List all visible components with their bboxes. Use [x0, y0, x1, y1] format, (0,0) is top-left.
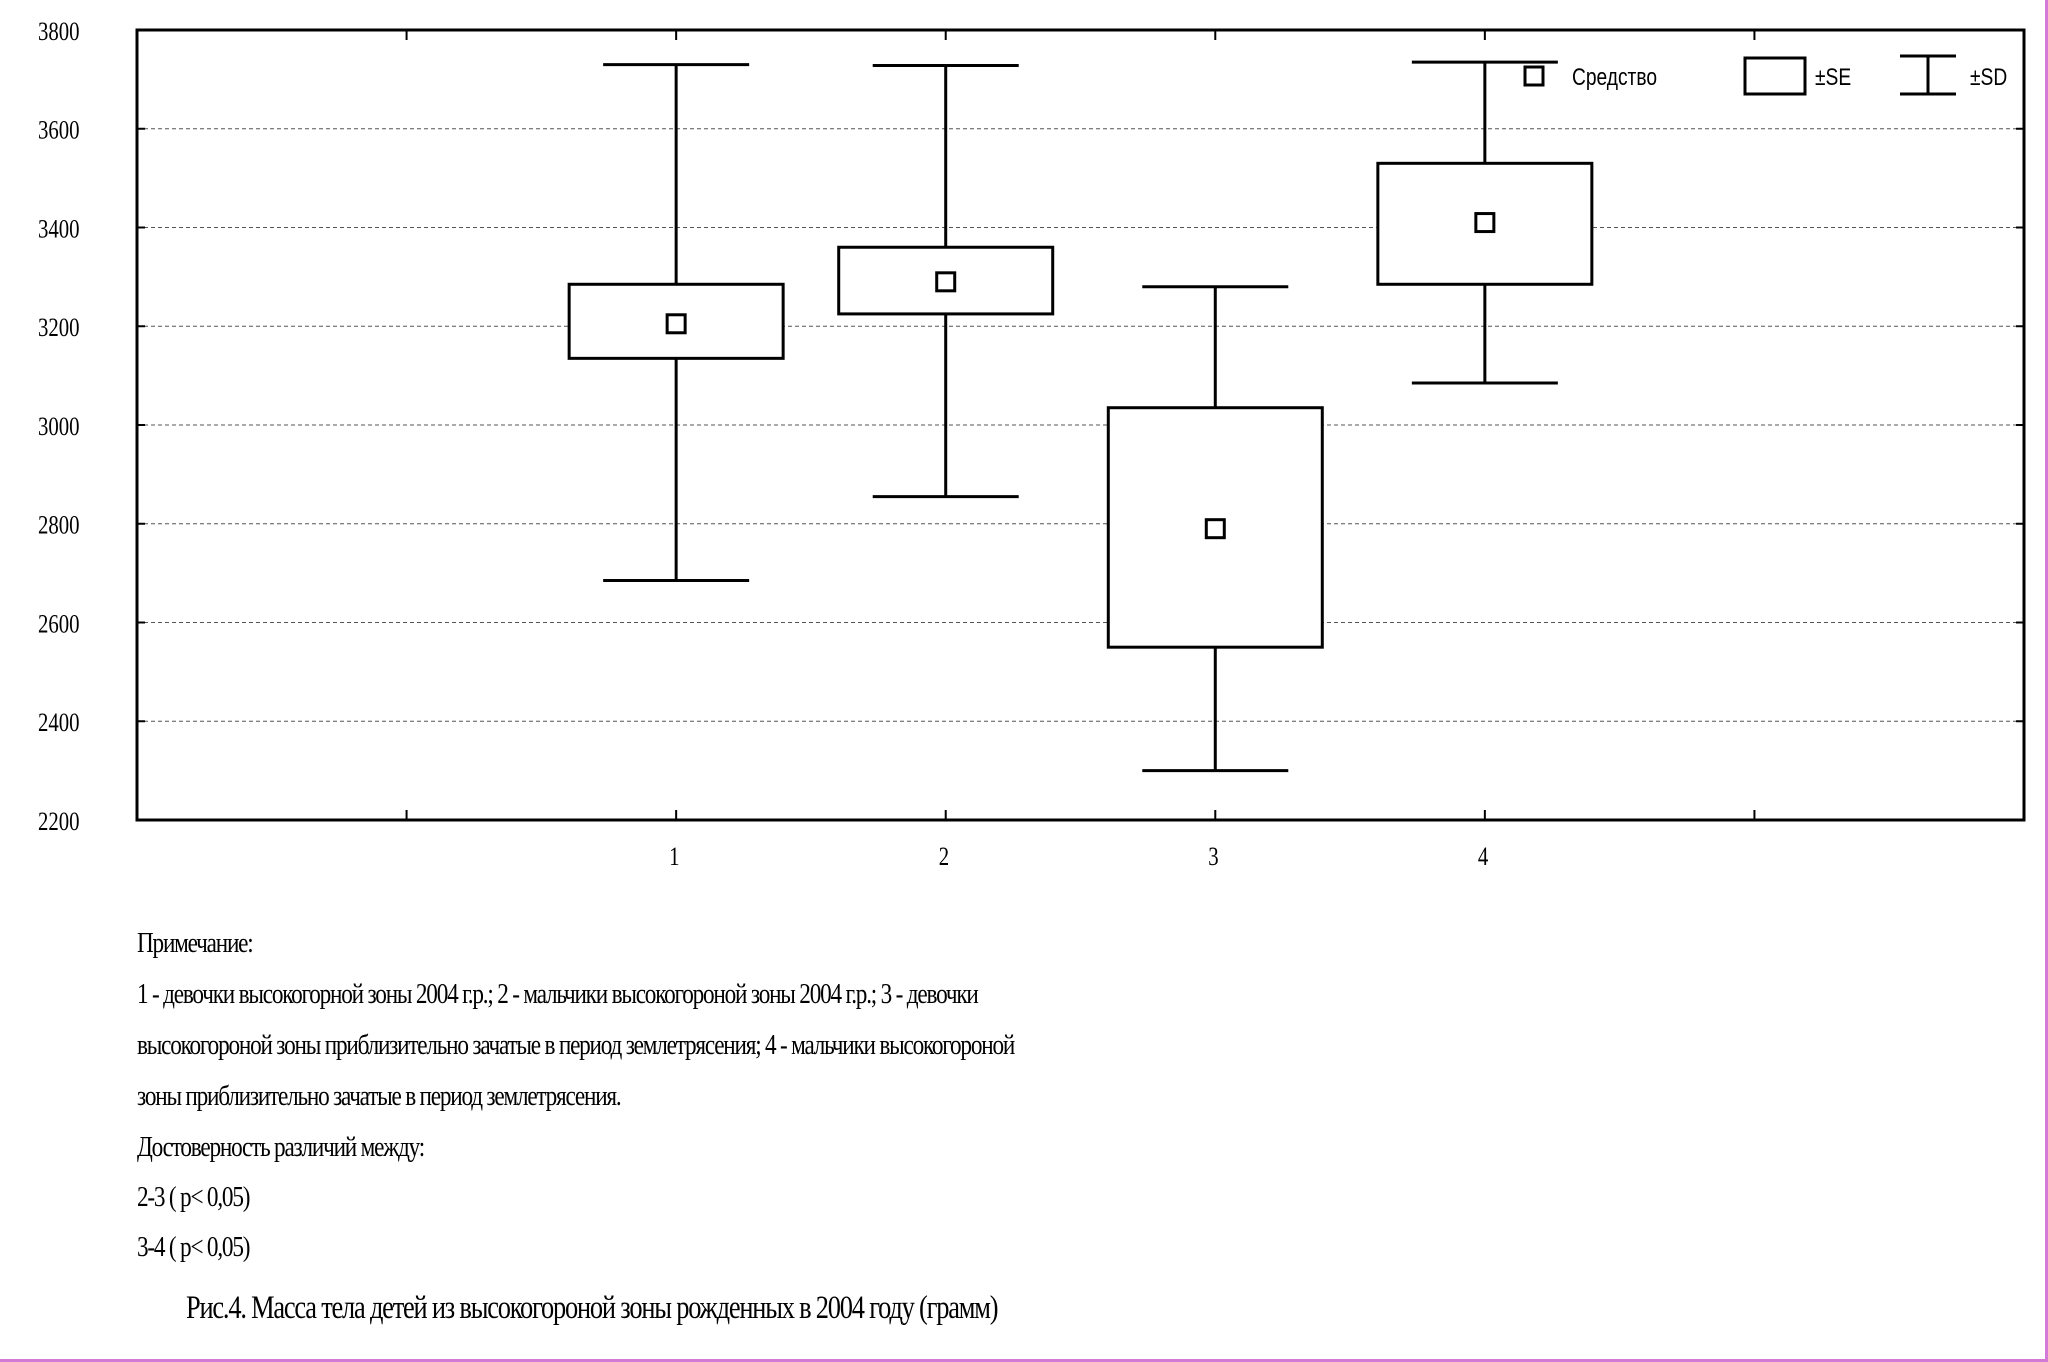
legend-label: ±SE: [1815, 63, 1851, 91]
note-line-1: 1 - девочки высокогорной зоны 2004 г.р.;…: [137, 978, 979, 1010]
box-series: [567, 60, 1594, 773]
mean-marker: [1204, 518, 1226, 540]
figure-caption: Рис.4. Масса тела детей из высокогороной…: [186, 1290, 999, 1326]
y-tick-label: 3000: [38, 413, 80, 442]
box-plot-chart: 2200 2400 2600 2800 3000 3200 3400 3600 3800 1 2 3…: [38, 18, 2026, 872]
y-tick-label: 3200: [38, 314, 80, 343]
x-tick-label: 4: [1478, 843, 1489, 872]
grid-lines: [137, 128, 2024, 722]
mean-marker: [665, 313, 687, 335]
legend: Средство ±SE ±SD: [1523, 54, 2007, 96]
box-group-2: [837, 64, 1055, 499]
x-tick-label: 3: [1208, 843, 1218, 872]
y-tick-label: 2800: [38, 512, 80, 541]
y-tick-label: 2400: [38, 709, 80, 738]
legend-item: ±SD: [1900, 54, 2007, 96]
note-heading: Примечание:: [137, 927, 254, 959]
note-line-2: высокогороной зоны приблизительно зачаты…: [137, 1029, 1015, 1061]
y-axis-ticks: 2200 2400 2600 2800 3000 3200 3400 3600 3800: [38, 18, 2024, 837]
significance-3-4: 3-4 ( p< 0,05): [137, 1231, 250, 1263]
y-tick-label: 3800: [38, 18, 80, 47]
mean-marker: [1474, 212, 1496, 234]
y-tick-label: 3400: [38, 215, 80, 244]
legend-mean-symbol: [1523, 65, 1545, 87]
legend-label: ±SD: [1970, 63, 2007, 91]
box-group-3: [1106, 285, 1324, 773]
legend-box-symbol: [1743, 56, 1807, 96]
legend-item: ±SE: [1743, 56, 1851, 96]
box-group-1: [567, 63, 785, 583]
note-line-3: зоны приблизительно зачатые в период зем…: [137, 1080, 622, 1112]
significance-heading: Достоверность различий между:: [137, 1131, 425, 1163]
mean-marker: [935, 271, 957, 293]
x-axis-ticks: 1 2 3 4: [405, 30, 1756, 872]
y-tick-label: 3600: [38, 117, 80, 146]
y-tick-label: 2200: [38, 808, 80, 837]
x-tick-label: 2: [939, 843, 949, 872]
page-bottom-border: [0, 1359, 2048, 1362]
legend-item: Средство: [1523, 63, 1657, 91]
significance-2-3: 2-3 ( p< 0,05): [137, 1181, 250, 1213]
legend-label: Средство: [1572, 63, 1657, 91]
page-right-border: [2045, 0, 2048, 1362]
y-tick-label: 2600: [38, 610, 80, 639]
x-tick-label: 1: [669, 843, 679, 872]
box-group-4: [1376, 60, 1594, 385]
